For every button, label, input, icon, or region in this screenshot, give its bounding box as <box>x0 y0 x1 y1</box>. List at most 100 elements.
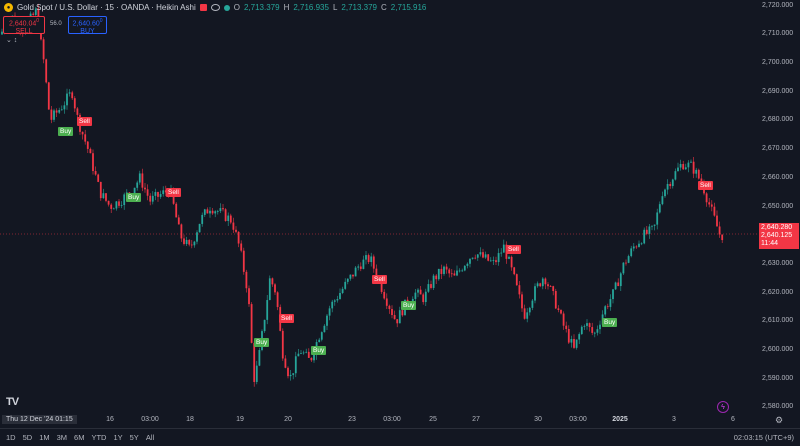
candle-body <box>718 226 721 235</box>
candle-body <box>671 179 674 187</box>
candle-body <box>549 286 552 287</box>
candle-body <box>1 31 3 35</box>
gear-icon[interactable]: ⚙ <box>775 415 784 425</box>
chart-area[interactable]: Buy Sell Buy Sell Buy Sell Buy Sell Buy Sell Buy Se… <box>0 0 757 413</box>
clock[interactable]: 02:03:15 (UTC+9) <box>733 433 794 442</box>
candle-body <box>341 288 344 293</box>
time-axis[interactable]: 16 03:00 18 19 20 23 03:00 25 27 30 03:00 2025 3 6 <box>0 413 757 427</box>
candle-chart[interactable] <box>0 0 757 413</box>
candle-body <box>50 109 53 120</box>
candle-body <box>185 239 188 244</box>
candle-body <box>92 153 94 172</box>
range-5d-button[interactable]: 5D <box>22 433 33 442</box>
candle-body <box>110 204 113 209</box>
candle-body <box>32 13 35 15</box>
candle-body <box>435 275 438 280</box>
time-tick: 03:00 <box>569 416 587 423</box>
candle-body <box>73 98 76 109</box>
candle-body <box>606 306 609 308</box>
candle-body <box>219 208 222 212</box>
buy-signal-marker: Buy <box>401 301 417 310</box>
price-tick: 2,710.000 <box>762 30 794 38</box>
candle-body <box>248 288 250 305</box>
price-axis[interactable]: 2,720.000 2,710.000 2,700.000 2,690.000 2,68… <box>757 0 800 413</box>
range-1y-button[interactable]: 1Y <box>113 433 123 442</box>
candle-body <box>99 181 102 199</box>
candle-body <box>396 319 399 324</box>
market-status-icon <box>199 4 207 11</box>
price-tick: 2,650.000 <box>762 202 794 210</box>
crosshair-time-label: Thu 12 Dec '24 01:15 <box>2 415 77 424</box>
candle-body <box>206 209 209 214</box>
candle-body <box>144 187 146 190</box>
buy-signal-marker: Buy <box>126 193 142 202</box>
candle-body <box>237 231 240 244</box>
candle-body <box>583 325 586 327</box>
candle-body <box>721 234 724 241</box>
candle-body <box>586 323 588 326</box>
time-tick: 18 <box>186 416 194 423</box>
buy-signal-marker: Buy <box>311 346 327 355</box>
sell-button[interactable]: 2,640.040 SELL <box>3 16 45 35</box>
candle-body <box>456 270 458 276</box>
candle-body <box>271 278 274 285</box>
time-tick: 23 <box>348 416 356 423</box>
candle-body <box>331 301 334 309</box>
symbol-title[interactable]: Gold Spot / U.S. Dollar · 15 · OANDA · H… <box>17 3 196 12</box>
range-6m-button[interactable]: 6M <box>74 433 85 442</box>
price-tick: 2,680.000 <box>762 116 794 124</box>
time-tick: 27 <box>472 416 480 423</box>
candle-body <box>580 326 583 335</box>
candle-body <box>482 252 484 258</box>
candle-body <box>528 307 531 313</box>
candle-body <box>401 310 404 316</box>
range-3m-button[interactable]: 3M <box>56 433 68 442</box>
candle-body <box>430 284 432 288</box>
range-5y-button[interactable]: 5Y <box>129 433 139 442</box>
candle-body <box>596 329 599 333</box>
candle-body <box>614 282 617 290</box>
candle-body <box>593 332 596 334</box>
candle-body <box>198 223 201 233</box>
candle-body <box>84 134 87 142</box>
candle-body <box>123 194 126 206</box>
price-tick: 2,580.000 <box>762 403 794 411</box>
range-ytd-button[interactable]: YTD <box>91 433 107 442</box>
candle-body <box>89 148 92 154</box>
time-tick: 03:00 <box>141 416 159 423</box>
candle-body <box>591 327 594 333</box>
current-price-tag: 2,640.280 2,640.125 11:44 <box>759 223 799 249</box>
close-value: 2,715.916 <box>390 3 427 12</box>
sell-price: 2,640.04 <box>8 20 37 28</box>
range-all-button[interactable]: All <box>145 433 155 442</box>
buy-price-sup: 0 <box>99 18 103 24</box>
open-value: 2,713.379 <box>243 3 280 12</box>
candle-body <box>263 319 266 332</box>
lightning-icon[interactable]: ϟ <box>717 401 729 413</box>
candle-body <box>68 92 71 94</box>
collapse-legend-icon[interactable]: ⌄ ↕ <box>6 37 18 44</box>
candle-body <box>133 187 136 195</box>
candle-body <box>466 263 469 266</box>
candle-body <box>307 351 310 358</box>
gold-symbol-icon: ● <box>4 3 13 12</box>
candle-body <box>253 342 256 382</box>
candle-body <box>216 211 219 212</box>
candle-body <box>326 315 328 326</box>
candle-body <box>313 354 315 361</box>
range-1m-button[interactable]: 1M <box>39 433 50 442</box>
tradingview-logo[interactable]: TV <box>6 396 19 408</box>
candle-body <box>250 304 253 343</box>
candle-body <box>214 211 217 214</box>
buy-button[interactable]: 2,640.600 BUY <box>68 16 107 35</box>
range-1d-button[interactable]: 1D <box>6 433 16 442</box>
candle-body <box>588 323 591 328</box>
candle-body <box>365 255 367 260</box>
candle-body <box>682 164 685 170</box>
candle-body <box>274 284 276 293</box>
visibility-icon[interactable] <box>210 4 220 11</box>
candle-body <box>276 292 279 308</box>
candle-body <box>609 299 612 307</box>
candle-body <box>328 308 331 316</box>
candle-body <box>458 270 461 272</box>
